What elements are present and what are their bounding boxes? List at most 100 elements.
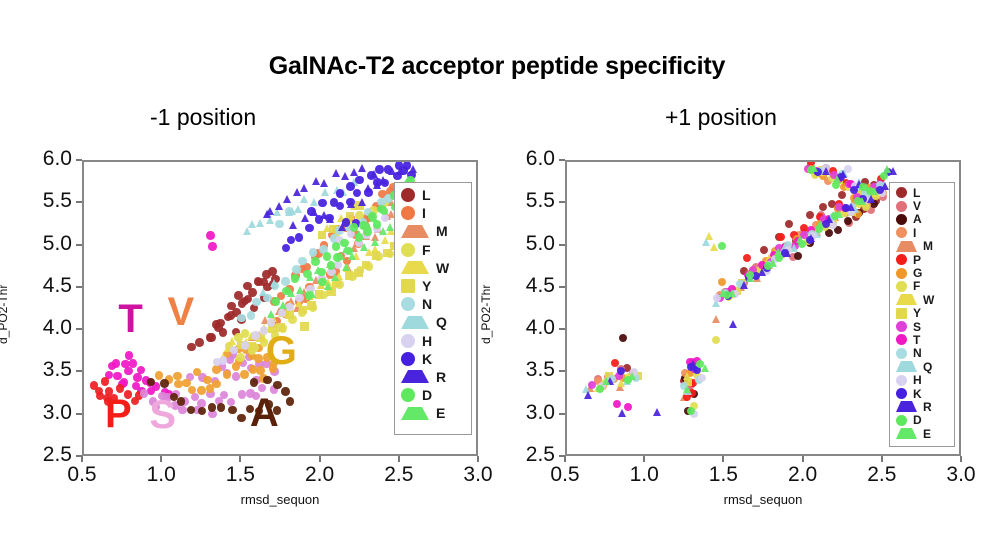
data-point <box>238 358 248 368</box>
legend-entry-K[interactable]: K <box>397 350 469 368</box>
data-point <box>176 397 186 406</box>
data-point <box>326 264 335 273</box>
data-point <box>335 189 345 198</box>
legend-entry-N[interactable]: N <box>397 295 469 313</box>
data-point <box>369 206 378 215</box>
data-point <box>884 168 893 177</box>
legend-label-Q: Q <box>436 314 447 331</box>
data-point <box>828 199 837 208</box>
data-point <box>807 166 816 175</box>
data-point <box>370 245 379 254</box>
legend-entry-R[interactable]: R <box>397 368 469 386</box>
data-point <box>383 165 393 174</box>
data-point <box>693 356 702 365</box>
xtick-label: 2.0 <box>787 463 818 486</box>
legend-marker-circle-icon <box>896 414 907 426</box>
legend-entry-Y[interactable]: Y <box>397 277 469 295</box>
data-point <box>841 208 850 217</box>
legend-entry-L[interactable]: L <box>397 186 469 204</box>
data-point <box>777 232 786 241</box>
legend-entry-I[interactable]: I <box>397 204 469 222</box>
data-point <box>882 165 891 174</box>
data-point <box>812 220 821 229</box>
legend-entry-N[interactable]: N <box>892 347 952 360</box>
data-point <box>229 345 239 355</box>
data-point <box>277 308 287 318</box>
data-point <box>297 308 307 317</box>
legend-entry-G[interactable]: G <box>892 266 952 279</box>
data-point <box>368 212 377 221</box>
legend-entry-Q[interactable]: Q <box>397 313 469 331</box>
data-point <box>394 162 404 170</box>
legend-entry-W[interactable]: W <box>892 293 952 306</box>
data-point <box>835 203 844 212</box>
legend-entry-H[interactable]: H <box>892 373 952 386</box>
legend-entry-R[interactable]: R <box>892 400 952 413</box>
data-point <box>364 222 373 231</box>
data-point <box>830 171 839 180</box>
data-point <box>247 332 256 341</box>
data-point <box>623 376 632 385</box>
legend-label-P: P <box>913 252 922 267</box>
data-point <box>173 371 182 381</box>
data-point <box>379 175 388 184</box>
data-point <box>806 163 815 172</box>
data-point <box>742 254 751 263</box>
data-point <box>833 175 842 184</box>
xtick-mark <box>643 456 646 462</box>
data-point <box>208 409 217 419</box>
data-point <box>593 374 602 383</box>
legend-entry-L[interactable]: L <box>892 186 952 199</box>
data-point <box>361 231 370 240</box>
data-point <box>310 252 320 262</box>
data-point <box>619 374 628 383</box>
data-point <box>686 406 695 415</box>
legend-entry-W[interactable]: W <box>397 259 469 277</box>
legend-label-Q: Q <box>923 359 933 374</box>
data-point <box>289 220 298 229</box>
data-point <box>746 274 755 283</box>
legend-entry-D[interactable]: D <box>397 386 469 404</box>
data-point <box>240 341 250 350</box>
data-point <box>870 182 879 191</box>
legend-entry-D[interactable]: D <box>892 414 952 427</box>
legend-label-M: M <box>436 223 448 240</box>
legend-entry-M[interactable]: M <box>397 222 469 240</box>
data-point <box>219 390 229 400</box>
ytick-mark <box>559 201 565 204</box>
data-point <box>698 373 706 382</box>
data-point <box>844 205 853 214</box>
data-point <box>260 315 269 324</box>
legend-entry-F[interactable]: F <box>397 241 469 259</box>
legend-entry-Q[interactable]: Q <box>892 360 952 373</box>
legend-entry-P[interactable]: P <box>892 253 952 266</box>
legend-entry-K[interactable]: K <box>892 387 952 400</box>
legend-entry-M[interactable]: M <box>892 240 952 253</box>
legend-entry-E[interactable]: E <box>397 404 469 422</box>
legend-entry-E[interactable]: E <box>892 427 952 440</box>
legend-entry-H[interactable]: H <box>397 332 469 350</box>
data-point <box>861 202 870 211</box>
data-point <box>263 375 272 385</box>
data-point <box>314 265 323 274</box>
legend-entry-V[interactable]: V <box>892 199 952 212</box>
legend-entry-S[interactable]: S <box>892 320 952 333</box>
data-point <box>813 229 822 238</box>
data-point <box>266 215 275 224</box>
data-point <box>680 392 689 401</box>
legend-marker-circle-icon <box>896 254 907 266</box>
data-point <box>824 220 833 229</box>
ytick-mark <box>76 455 82 457</box>
ytick-mark <box>559 370 565 373</box>
legend-entry-F[interactable]: F <box>892 280 952 293</box>
legend-entry-T[interactable]: T <box>892 333 952 346</box>
legend-entry-Y[interactable]: Y <box>892 307 952 320</box>
data-point <box>606 376 615 385</box>
data-point <box>318 277 327 287</box>
legend-entry-A[interactable]: A <box>892 213 952 226</box>
legend-marker-circle-icon <box>896 267 907 279</box>
data-point <box>370 214 379 223</box>
data-point <box>268 320 277 329</box>
data-point <box>800 231 809 240</box>
legend-entry-I[interactable]: I <box>892 226 952 239</box>
